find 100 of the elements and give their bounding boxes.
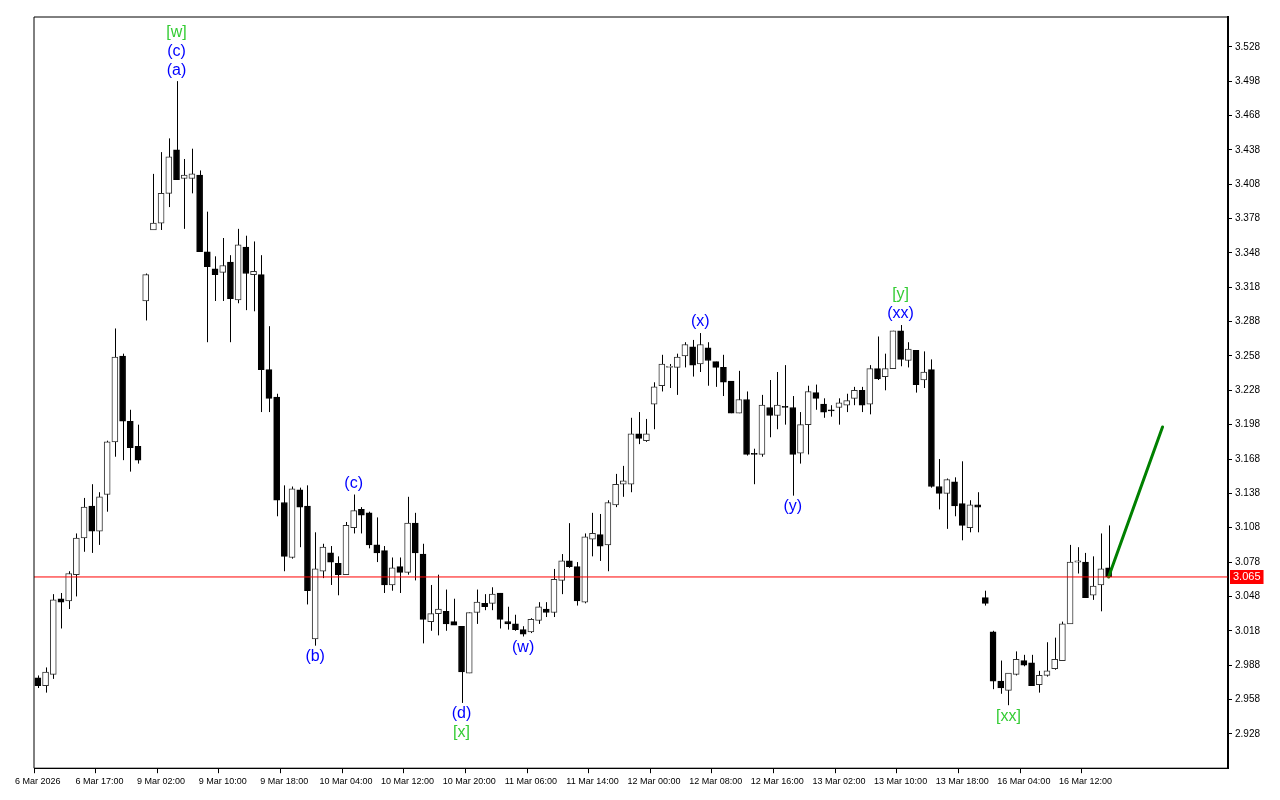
candlestick (643, 418, 650, 443)
annotation: (a) (166, 60, 187, 78)
candlestick (504, 606, 512, 631)
y-tick-label: 3.438 (1235, 143, 1261, 155)
x-tick-label: 10 Mar 20:00 (442, 776, 496, 787)
annotation: (c) (167, 41, 186, 59)
candlestick (596, 513, 604, 562)
candlestick (689, 339, 696, 378)
x-tick-label: 6 Mar 17:00 (75, 776, 124, 787)
y-tick-label: 3.198 (1235, 418, 1261, 430)
candlestick (566, 522, 573, 569)
y-tick-label: 3.168 (1235, 452, 1261, 464)
candlestick (904, 341, 912, 368)
annotation: [xx] (996, 706, 1021, 724)
y-tick-label: 3.318 (1235, 281, 1261, 292)
annotation: [y] (892, 285, 910, 303)
x-tick-label: 10 Mar 04:00 (319, 776, 373, 787)
x-tick-label: 12 Mar 08:00 (689, 776, 743, 787)
y-tick-label: 3.348 (1235, 246, 1261, 258)
candlestick (1028, 654, 1035, 687)
candlestick (820, 397, 827, 419)
candlestick (881, 353, 889, 391)
candlestick (150, 173, 157, 231)
candlestick (712, 361, 720, 388)
x-tick-label: 12 Mar 16:00 (750, 776, 804, 787)
candlestick (619, 465, 627, 498)
candlestick (296, 487, 304, 548)
annotation: (b) (305, 647, 325, 665)
annotation: (d) (451, 704, 472, 722)
annotation: (x) (691, 312, 710, 330)
candlestick (427, 584, 435, 632)
y-tick-label: 3.138 (1235, 487, 1261, 499)
candlestick (935, 458, 943, 510)
candlestick (334, 555, 342, 596)
candlestick (658, 354, 666, 392)
y-tick-label: 3.018 (1235, 624, 1261, 636)
candlestick (1089, 555, 1097, 601)
candlestick (997, 660, 1005, 695)
candlestick (350, 494, 358, 534)
x-tick-label: 10 Mar 12:00 (381, 776, 435, 787)
candlestick (943, 477, 951, 530)
candlestick (535, 601, 542, 625)
candlestick (396, 557, 404, 594)
candlestick (558, 553, 565, 595)
candlestick (180, 158, 188, 230)
x-tick-label: 9 Mar 18:00 (260, 776, 309, 787)
y-tick-label: 2.958 (1235, 693, 1261, 705)
annotation: (xx) (887, 304, 914, 322)
candlestick (1005, 672, 1012, 706)
annotation: (w) (512, 637, 535, 655)
y-tick-label: 2.988 (1235, 658, 1261, 670)
x-tick-label: 12 Mar 00:00 (627, 776, 681, 787)
x-tick-label: 6 Mar 2026 (15, 776, 61, 787)
candlestick (250, 240, 257, 312)
candlestick (635, 411, 643, 445)
x-tick-label: 13 Mar 10:00 (874, 776, 928, 787)
candlestick (974, 491, 981, 533)
candlestick (589, 512, 596, 557)
x-tick-label: 9 Mar 02:00 (137, 776, 186, 787)
candlestick (812, 384, 820, 411)
candlestick (219, 237, 227, 302)
candlestick (1051, 637, 1059, 671)
candlestick (774, 371, 781, 430)
y-tick-label: 3.378 (1235, 212, 1261, 224)
annotation: [w] (166, 22, 187, 40)
x-tick-label: 13 Mar 18:00 (935, 776, 989, 787)
candlestick (327, 545, 334, 586)
candlestick (1074, 546, 1082, 575)
candlestick (435, 574, 442, 636)
candlestick (612, 473, 619, 508)
y-tick-label: 3.468 (1235, 109, 1261, 121)
candlestick (203, 211, 211, 343)
candlestick (766, 379, 773, 438)
candlestick (874, 335, 881, 381)
x-tick-label: 16 Mar 12:00 (1058, 776, 1113, 787)
candlestick (827, 404, 835, 418)
candlestick (1035, 670, 1043, 694)
candlestick (697, 332, 704, 373)
candlestick (373, 516, 381, 563)
candlestick (843, 393, 851, 413)
candlestick (851, 386, 858, 406)
y-tick-label: 3.258 (1235, 349, 1261, 361)
y-tick-label: 3.408 (1235, 177, 1261, 189)
candlestick (920, 350, 928, 389)
y-tick-label: 3.048 (1235, 590, 1261, 602)
candlestick (489, 586, 496, 611)
candlestick (720, 354, 727, 397)
candlestick (42, 666, 49, 694)
x-tick-label: 13 Mar 02:00 (812, 776, 866, 787)
y-tick-label: 2.928 (1235, 727, 1261, 739)
annotation: (c) (344, 473, 364, 491)
candlestick (88, 483, 96, 554)
y-tick-label: 3.288 (1235, 315, 1261, 327)
y-tick-label: 3.228 (1235, 384, 1261, 396)
y-tick-label: 3.078 (1235, 555, 1261, 567)
candlestick (951, 476, 958, 517)
x-tick-label: 9 Mar 10:00 (198, 776, 247, 787)
annotation: [x] (453, 723, 470, 741)
annotation: (y) (783, 497, 803, 515)
x-tick-label: 11 Mar 06:00 (504, 776, 558, 787)
